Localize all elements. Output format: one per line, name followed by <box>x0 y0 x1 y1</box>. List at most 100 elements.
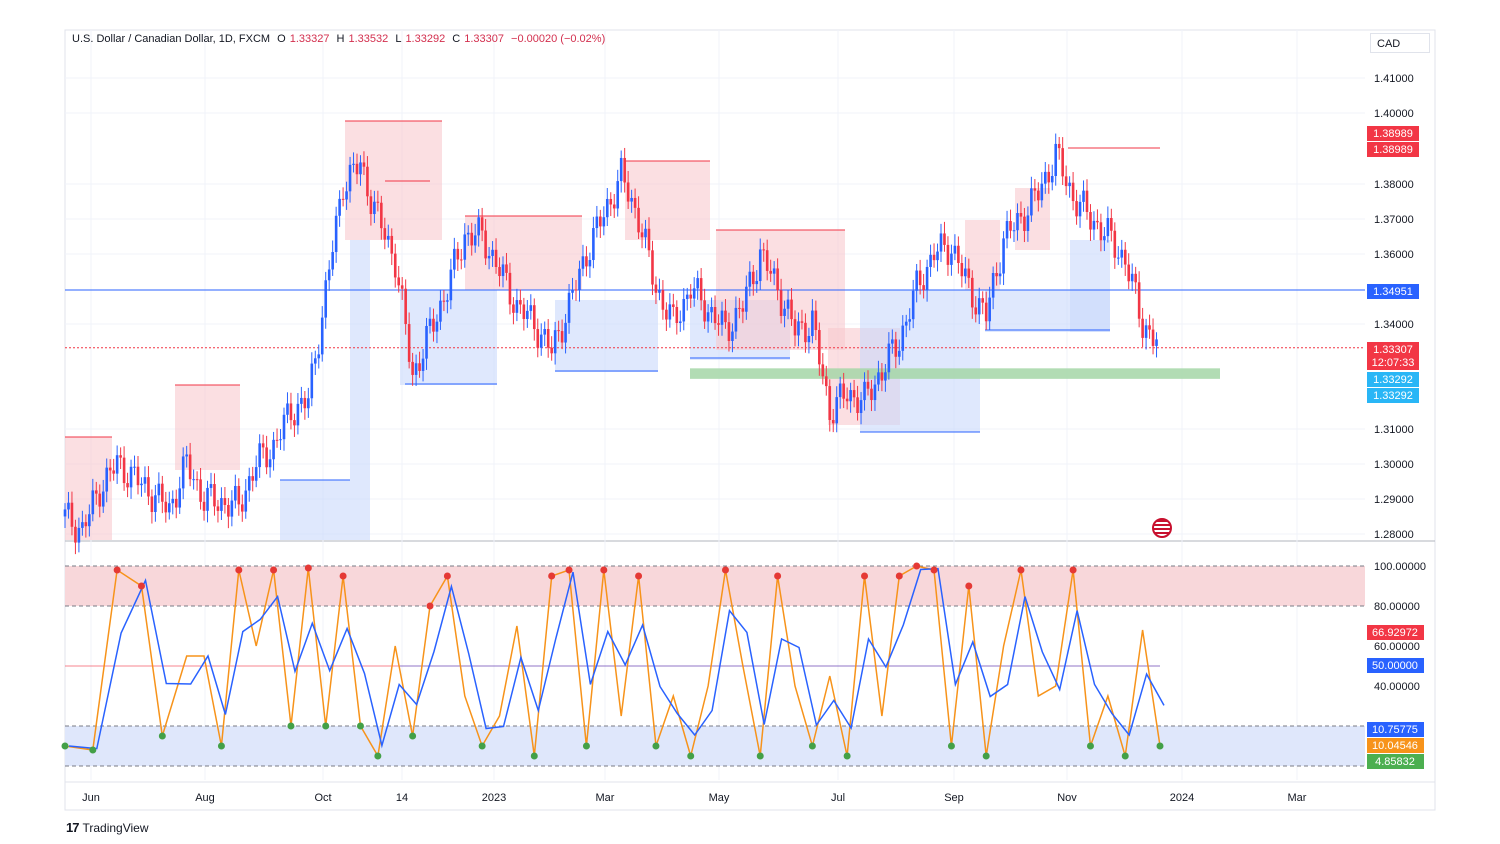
candle-body <box>67 502 70 510</box>
close-value: 1.33307 <box>464 33 504 45</box>
candle-body <box>209 484 213 488</box>
candle-body <box>842 383 845 399</box>
candle-body <box>1061 148 1064 177</box>
candle-body <box>289 403 293 421</box>
osc-overbought-dot <box>565 566 573 574</box>
candle-body <box>63 509 67 517</box>
candle-body <box>327 269 331 281</box>
candle-body <box>897 350 901 357</box>
candle-body <box>247 476 251 491</box>
candle-body <box>508 272 512 305</box>
candle-body <box>574 289 578 291</box>
osc-overbought-dot <box>339 572 347 580</box>
osc-overbought-dot <box>113 566 121 574</box>
candle-body <box>446 300 449 302</box>
candle-body <box>313 358 317 364</box>
candle-body <box>970 277 974 308</box>
candle-body <box>988 297 991 322</box>
candle-body <box>720 310 724 325</box>
candle-body <box>307 398 310 409</box>
candle-body <box>741 308 745 312</box>
price-tag-label: 1.38989 <box>1373 128 1413 140</box>
y-tick-label: 1.29000 <box>1374 494 1414 506</box>
candle-body <box>1089 212 1092 230</box>
candle-body <box>814 310 818 331</box>
candle-body <box>564 322 567 343</box>
candle-body <box>884 372 887 381</box>
candle-body <box>359 162 362 175</box>
osc-value-tag <box>1367 754 1424 769</box>
candle-body <box>689 294 693 299</box>
x-tick-label: 2023 <box>482 792 506 804</box>
osc-k-line <box>64 565 1161 759</box>
candle-body <box>977 298 981 315</box>
price-tag-label: 1.33307 <box>1373 344 1413 356</box>
candle-body <box>393 253 397 278</box>
candle-body <box>411 361 414 375</box>
currency-selector[interactable]: CAD <box>1370 33 1430 53</box>
candle-body <box>404 288 407 325</box>
candle-body <box>651 250 654 285</box>
candle-body <box>164 501 168 513</box>
candle-body <box>240 504 244 512</box>
candle-body <box>272 439 275 460</box>
candle-body <box>369 196 373 215</box>
candle-body <box>1026 215 1030 232</box>
candle-body <box>1113 230 1117 258</box>
candle-body <box>654 284 658 293</box>
y-tick-label: 1.28000 <box>1374 529 1414 541</box>
candle-body <box>376 201 380 203</box>
candle-body <box>418 363 421 371</box>
candle-body <box>765 250 769 271</box>
candle-body <box>91 490 95 515</box>
symbol-title: U.S. Dollar / Canadian Dollar, 1D, FXCM <box>72 33 271 45</box>
candle-body <box>331 252 334 270</box>
candle-body <box>828 386 832 420</box>
y-tick-label: 1.36000 <box>1374 249 1414 261</box>
candle-body <box>939 233 943 252</box>
candle-body <box>1047 171 1051 183</box>
candle-body <box>129 466 133 488</box>
candle-body <box>261 443 265 448</box>
candle-body <box>640 232 644 238</box>
x-tick-label: Oct <box>314 792 331 804</box>
candle-body <box>1085 190 1089 213</box>
price-tag-label: 1.33292 <box>1373 374 1413 386</box>
candle-body <box>293 420 296 426</box>
osc-overbought-dot <box>965 582 973 590</box>
candle-body <box>1141 318 1144 338</box>
candle-body <box>227 504 230 517</box>
zone-box <box>965 220 1000 290</box>
candle-body <box>244 490 248 512</box>
osc-oversold-dot <box>322 722 330 730</box>
candle-body <box>585 256 588 267</box>
candle-body <box>588 260 592 267</box>
us-flag-event-icon[interactable] <box>1152 518 1172 538</box>
candle-body <box>957 245 960 264</box>
candle-body <box>908 319 912 322</box>
candle-body <box>466 232 470 235</box>
candle-body <box>470 232 474 246</box>
candle-body <box>929 254 932 267</box>
candle-body <box>1103 236 1106 241</box>
osc-value-tag-label: 10.75775 <box>1372 724 1418 736</box>
osc-y-tick-label: 40.00000 <box>1374 681 1420 693</box>
candle-body <box>984 302 988 322</box>
osc-overbought-dot <box>235 566 243 574</box>
candle-body <box>505 264 508 273</box>
candle-body <box>925 266 929 291</box>
x-tick-label: 14 <box>396 792 408 804</box>
candle-body <box>793 319 797 336</box>
candle-body <box>213 484 216 507</box>
candle-body <box>1050 176 1054 183</box>
osc-value-tag <box>1367 658 1424 673</box>
candle-body <box>738 307 741 309</box>
candle-body <box>407 324 411 362</box>
candle-body <box>84 522 88 527</box>
candle-body <box>665 309 668 320</box>
candle-body <box>1068 182 1071 187</box>
candle-body <box>98 493 102 507</box>
candle-body <box>915 270 918 291</box>
osc-oversold-dot <box>982 752 990 760</box>
candle-body <box>480 217 484 231</box>
